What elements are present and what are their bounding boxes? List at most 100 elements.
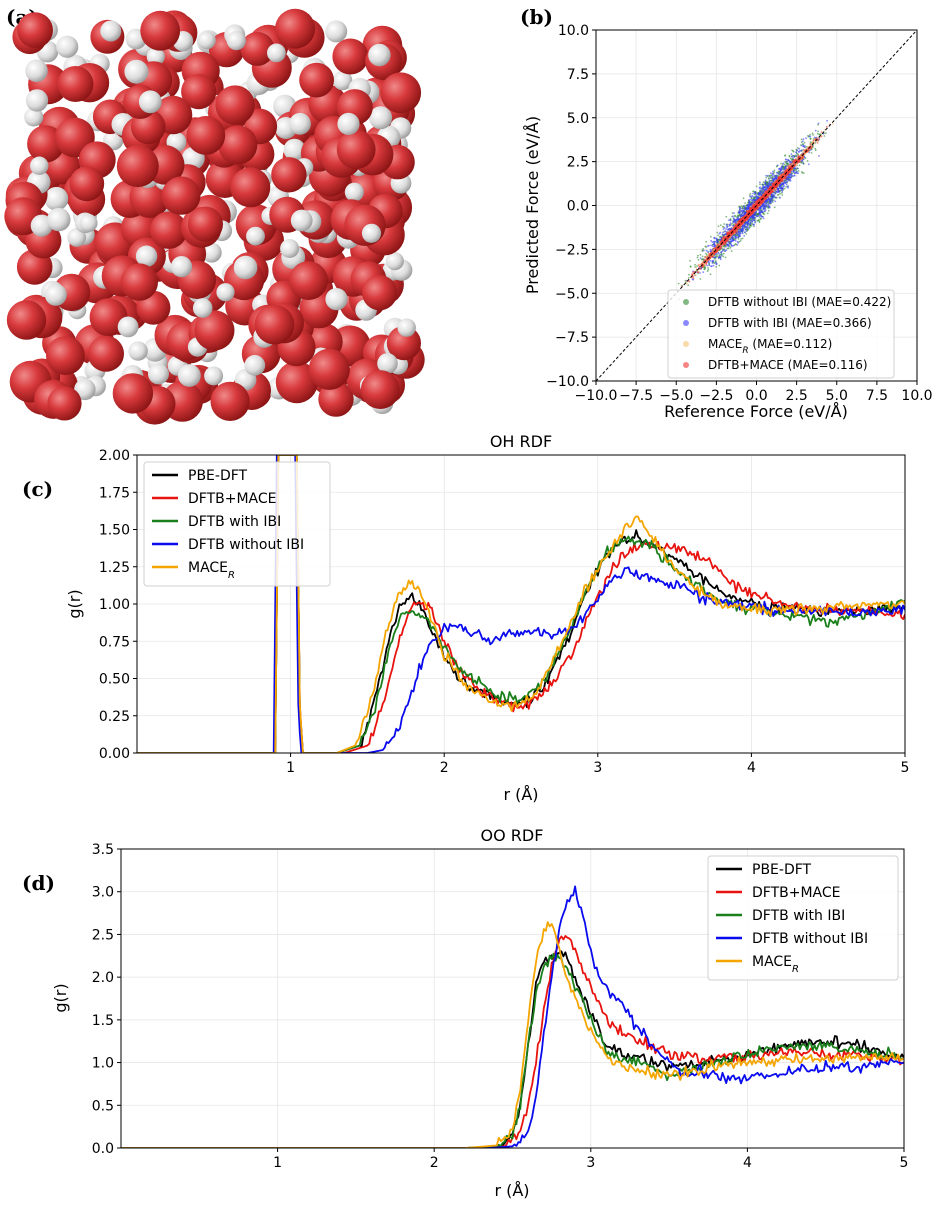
- scatter-point: [773, 174, 776, 177]
- scatter-point: [748, 199, 750, 201]
- scatter-point: [696, 256, 699, 259]
- scatter-point: [766, 200, 768, 203]
- scatter-point: [788, 155, 791, 157]
- scatter-point: [759, 218, 762, 220]
- oxygen-atom: [271, 157, 307, 193]
- hydrogen-atom: [25, 59, 48, 82]
- scatter-point: [765, 176, 768, 179]
- scatter-point: [732, 237, 734, 239]
- scatter-point: [779, 186, 781, 188]
- scatter-point: [823, 135, 826, 137]
- scatter-point: [751, 199, 753, 202]
- scatter-point: [729, 239, 732, 241]
- scatter-point: [779, 192, 782, 195]
- hydrogen-atom: [289, 112, 311, 135]
- hydrogen-atom: [233, 255, 258, 280]
- scatter-point: [721, 245, 724, 248]
- scatter-point: [817, 130, 819, 133]
- water-box-image: [4, 8, 425, 425]
- scatter-point: [755, 195, 758, 198]
- scatter-point: [711, 249, 714, 251]
- scatter-point: [791, 149, 793, 152]
- scatter-point: [816, 142, 819, 144]
- scatter-point: [713, 236, 716, 239]
- oxygen-atom: [360, 370, 400, 409]
- scatter-point: [686, 282, 688, 285]
- scatter-point: [831, 123, 834, 125]
- scatter-point: [773, 169, 776, 172]
- force-parity-plot: −10.0 −7.5 −5.0 −2.5 0.0 2.5 5.0 7.5 10.0−10.0−7…: [523, 23, 933, 421]
- scatter-point: [729, 219, 732, 222]
- scatter-point: [762, 181, 765, 184]
- scatter-point: [724, 245, 727, 248]
- scatter-point: [784, 181, 787, 184]
- scatter-point: [729, 222, 732, 225]
- scatter-point: [734, 215, 736, 218]
- oxygen-atom: [215, 85, 255, 125]
- scatter-point: [769, 174, 771, 177]
- scatter-point: [758, 214, 761, 216]
- scatter-point: [777, 188, 780, 191]
- scatter-point: [745, 233, 748, 235]
- oxygen-atom: [289, 261, 328, 300]
- scatter-point: [814, 129, 817, 132]
- scatter-point: [734, 239, 737, 242]
- scatter-point: [809, 133, 811, 136]
- scatter-point: [711, 245, 714, 248]
- oxygen-atom: [46, 336, 85, 375]
- hydrogen-atom: [170, 256, 193, 278]
- scatter-point: [734, 235, 736, 237]
- scatter-point: [722, 228, 725, 231]
- scatter-point: [729, 223, 731, 226]
- hydrogen-atom: [283, 138, 306, 161]
- scatter-point: [736, 214, 739, 217]
- scatter-point: [740, 238, 742, 240]
- scatter-point: [771, 200, 774, 202]
- scatter-point: [753, 225, 755, 228]
- scatter-point: [705, 246, 707, 249]
- scatter-point: [761, 210, 764, 213]
- scatter-point: [764, 179, 767, 182]
- scatter-point: [709, 235, 712, 238]
- scatter-point: [767, 209, 770, 212]
- scatter-point: [782, 185, 785, 188]
- scatter-point: [728, 219, 730, 222]
- scatter-point: [718, 255, 721, 258]
- scatter-point: [740, 205, 743, 208]
- scatter-point: [718, 238, 721, 241]
- scatter-point: [699, 278, 702, 280]
- scatter-point: [703, 268, 706, 270]
- scatter-point: [701, 255, 704, 258]
- scatter-point: [767, 203, 770, 206]
- scatter-point: [750, 201, 752, 204]
- scatter-point: [793, 174, 796, 177]
- scatter-point: [742, 211, 744, 214]
- oxygen-atom: [218, 125, 258, 165]
- scatter-point: [677, 282, 680, 285]
- scatter-point: [727, 242, 730, 244]
- scatter-point: [797, 170, 800, 172]
- hydrogen-atom: [56, 35, 79, 58]
- hydrogen-atom: [24, 107, 44, 127]
- scatter-point: [780, 166, 783, 169]
- hydrogen-atom: [397, 318, 416, 337]
- oxygen-atom: [120, 263, 158, 301]
- scatter-point: [798, 164, 801, 167]
- scatter-point: [769, 176, 772, 179]
- scatter-point: [780, 189, 783, 192]
- scatter-point: [726, 226, 728, 229]
- scatter-point: [777, 190, 780, 193]
- scatter-point: [708, 264, 710, 267]
- scatter-point: [732, 239, 735, 242]
- oxygen-atom: [299, 62, 334, 98]
- scatter-point: [722, 234, 725, 237]
- scatter-point: [771, 197, 774, 199]
- scatter-point: [748, 201, 751, 203]
- scatter-point: [782, 187, 784, 190]
- scatter-point: [785, 185, 788, 188]
- scatter-point: [745, 226, 748, 229]
- scatter-point: [759, 183, 761, 186]
- scatter-point: [790, 153, 793, 156]
- scatter-point: [731, 212, 734, 214]
